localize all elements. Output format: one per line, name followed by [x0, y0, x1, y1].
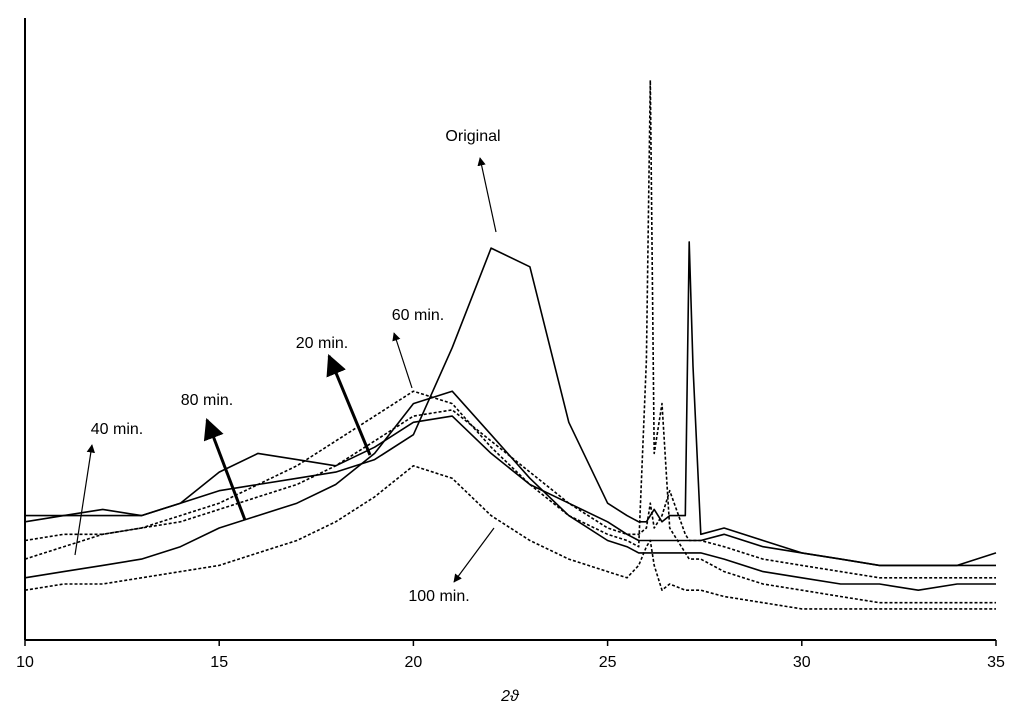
x-tick-label: 25 [599, 654, 617, 671]
annotation-arrow [453, 527, 495, 583]
data-line [24, 409, 996, 579]
x-axis-label: 2ϑ [500, 688, 520, 705]
annotation: 80 min. [181, 392, 233, 409]
annotation-arrow [203, 418, 247, 521]
data-line [24, 79, 996, 604]
annotation: 40 min. [91, 421, 143, 438]
annotation-arrow [477, 157, 497, 233]
annotation: 60 min. [392, 307, 444, 324]
x-tick-label: 35 [987, 654, 1005, 671]
annotation: Original [445, 128, 500, 145]
annotation: 20 min. [296, 335, 348, 352]
annotation: 100 min. [408, 588, 469, 605]
x-tick-label: 10 [16, 654, 34, 671]
x-tick-label: 15 [210, 654, 228, 671]
data-line [24, 465, 996, 610]
data-line [24, 241, 997, 567]
x-tick-label: 30 [793, 654, 811, 671]
annotation-arrow [74, 444, 95, 556]
data-line [25, 415, 996, 567]
annotation-arrow [392, 332, 413, 389]
x-tick-label: 20 [405, 654, 423, 671]
annotation-arrow [326, 354, 372, 456]
